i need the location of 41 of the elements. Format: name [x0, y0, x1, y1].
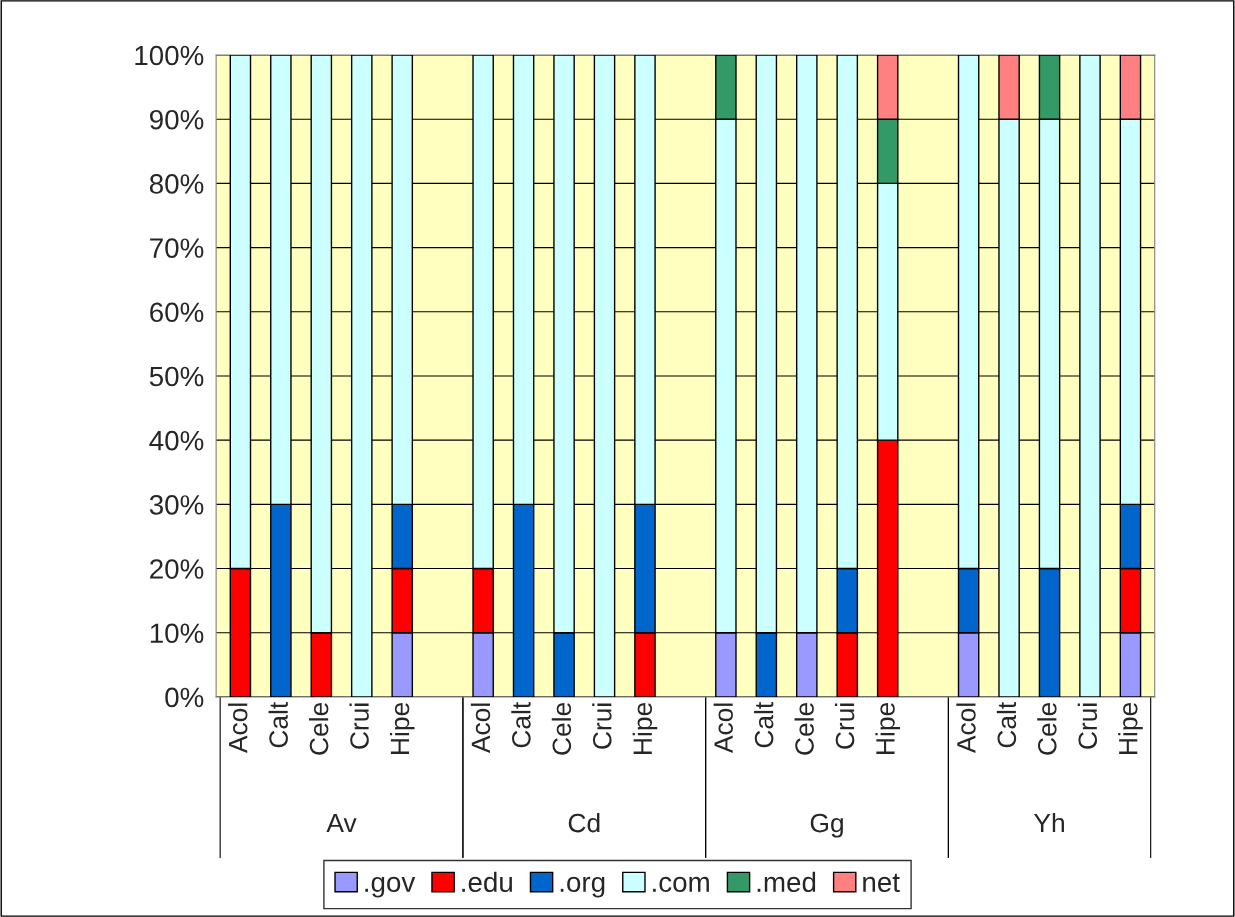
y-tick-label: 10% — [150, 623, 204, 644]
x-tick-label: Crui — [592, 703, 612, 749]
y-tick-label: 90% — [150, 109, 204, 130]
legend-label: net — [863, 873, 900, 893]
x-tick-label: Crui — [834, 703, 855, 749]
x-tick-label: Acol — [228, 703, 248, 754]
legend-label: .com — [653, 876, 709, 893]
y-tick-label: 40% — [149, 430, 204, 451]
y-tick-label: 0% — [165, 687, 204, 708]
y-tick-label: 100% — [135, 45, 204, 66]
x-tick-label: Calt — [511, 701, 531, 748]
text: Av — [326, 813, 357, 833]
y-tick-label: 70% — [150, 238, 204, 258]
x-tick-label: Calt — [996, 701, 1017, 748]
legend-label: .med — [757, 871, 816, 893]
x-tick-label: Hipe — [632, 702, 658, 754]
x-tick-label: Cele — [794, 702, 814, 755]
x-tick-label: Cele — [1037, 702, 1057, 755]
y-tick-label: 20% — [150, 559, 204, 579]
legend-label: .edu — [462, 871, 512, 893]
text: Cd — [568, 813, 600, 833]
x-tick-label: Hipe — [875, 702, 901, 754]
text: Yh — [1033, 813, 1064, 833]
x-tick-label: Cele — [551, 702, 572, 755]
legend-label: .org — [560, 876, 605, 898]
y-tick-label: 30% — [149, 495, 204, 515]
x-tick-label: Crui — [349, 703, 369, 749]
x-tick-label: Calt — [268, 701, 288, 748]
legend-label: .gov — [365, 876, 416, 898]
y-tick-label: 80% — [149, 174, 204, 194]
x-tick-label: Cele — [309, 702, 329, 755]
text: Gg — [810, 813, 843, 838]
y-tick-label: 50% — [149, 366, 204, 387]
x-tick-label: Hipe — [1118, 702, 1143, 754]
x-tick-label: Acol — [470, 703, 491, 754]
x-tick-label: Acol — [956, 703, 976, 754]
x-tick-label: Hipe — [389, 702, 415, 754]
x-tick-label: Calt — [754, 701, 774, 748]
x-tick-label: Crui — [1077, 703, 1098, 749]
y-tick-label: 60% — [150, 302, 204, 323]
x-tick-label: Acol — [713, 703, 733, 754]
